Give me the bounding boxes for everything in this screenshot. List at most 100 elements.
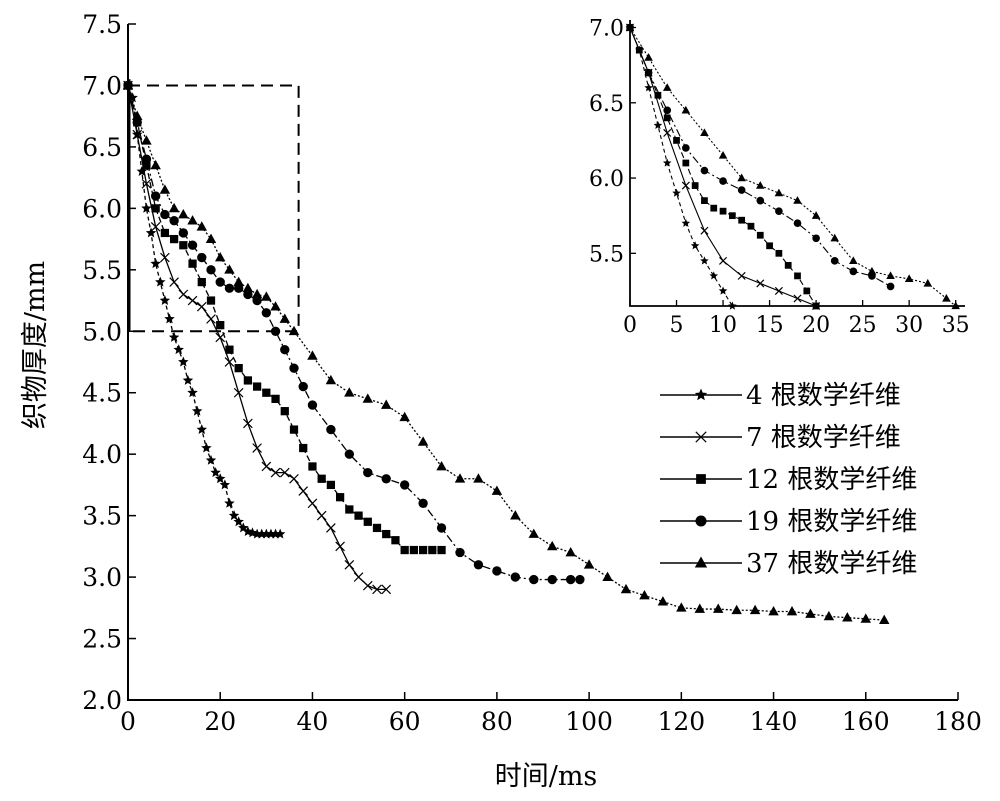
main-x-tick-label: 120 — [657, 707, 705, 736]
main-data-point — [243, 418, 253, 429]
main-data-point — [160, 228, 170, 238]
main-data-point — [280, 345, 290, 355]
legend-entry: 19 根数学纤维 — [660, 507, 917, 537]
inset-axes: 5.5 6.0 6.5 7.0 0 5 10 15 20 25 30 35 — [589, 17, 970, 338]
main-data-point — [168, 202, 180, 213]
main-data-point — [547, 574, 557, 585]
main-data-point — [860, 613, 872, 623]
main-data-point — [326, 424, 336, 435]
inset-data-point — [709, 271, 719, 280]
inset-data-point — [691, 182, 699, 189]
main-data-point — [280, 407, 289, 416]
inset-x-tick-label: 25 — [849, 313, 877, 338]
legend-marker — [695, 515, 707, 527]
inset-data-point — [849, 267, 858, 276]
main-data-point — [224, 357, 235, 367]
legend-marker — [696, 474, 706, 484]
main-data-point — [228, 510, 240, 521]
main-data-point — [173, 344, 184, 355]
main-data-point — [201, 442, 212, 453]
y-axis-title: 织物厚度/mm — [20, 261, 51, 429]
main-data-point — [454, 473, 466, 483]
main-x-tick-label: 160 — [842, 707, 890, 736]
legend-label: 7 根数学纤维 — [746, 423, 901, 453]
main-data-point — [279, 313, 291, 323]
main-series-line — [127, 85, 885, 621]
inset-data-point — [812, 234, 820, 243]
main-data-point — [191, 405, 203, 416]
main-data-point — [219, 479, 231, 490]
inset-series-4 — [625, 23, 960, 310]
main-data-point — [455, 547, 465, 558]
main-x-tick-label: 140 — [750, 707, 798, 736]
main-data-point — [878, 614, 890, 624]
main-data-point — [491, 485, 503, 495]
main-data-point — [510, 572, 521, 582]
main-data-point — [197, 277, 206, 287]
main-data-point — [436, 460, 447, 471]
main-data-point — [473, 473, 484, 483]
inset-data-point — [681, 218, 691, 227]
main-data-point — [196, 424, 208, 435]
inset-data-point — [737, 271, 746, 280]
inset-data-point — [672, 188, 681, 197]
main-data-point — [234, 364, 243, 373]
inset-data-point — [867, 266, 877, 275]
main-axes: 2.0 2.5 3.0 3.5 4.0 4.5 5.0 5.5 6.0 6.5 7.0 7.5 0 20 4… — [82, 10, 982, 736]
main-data-point — [252, 443, 262, 453]
inset-data-point — [719, 177, 727, 185]
main-data-point — [676, 602, 687, 612]
legend-entry: 37 根数学纤维 — [660, 549, 917, 579]
legend-label: 37 根数学纤维 — [746, 549, 917, 579]
inset-data-point — [747, 222, 755, 230]
main-data-point — [575, 574, 585, 585]
main-data-point — [565, 574, 576, 585]
main-data-point — [141, 135, 152, 145]
main-data-point — [372, 584, 382, 595]
main-data-point — [210, 467, 221, 478]
inset-series-2 — [626, 24, 820, 310]
main-data-point — [712, 603, 724, 613]
inset-data-point — [886, 271, 895, 280]
main-data-point — [251, 288, 263, 299]
main-data-point — [436, 523, 447, 533]
inset-x-tick-label: 30 — [895, 313, 923, 338]
inset-data-point — [700, 226, 709, 235]
inset-series-line — [629, 27, 891, 287]
inset-data-point — [775, 249, 783, 257]
inset-data-point — [653, 120, 663, 130]
inset-x-tick-label: 20 — [802, 313, 830, 338]
inset-data-point — [774, 188, 784, 197]
main-y-tick-label: 6.0 — [82, 194, 122, 223]
main-data-point — [307, 400, 318, 410]
main-data-point — [418, 498, 428, 509]
inset-y-tick-label: 5.5 — [589, 242, 624, 267]
inset-data-point — [663, 106, 672, 115]
inset-data-point — [690, 241, 700, 250]
main-data-point — [169, 215, 179, 226]
main-data-point — [316, 510, 327, 521]
inset-data-point — [663, 114, 671, 122]
inset-data-point — [662, 83, 672, 91]
legend-label: 19 根数学纤维 — [746, 507, 917, 537]
main-data-point — [345, 505, 354, 514]
main-data-point — [657, 596, 669, 606]
legend-entry: 4 根数学纤维 — [660, 381, 901, 411]
inset-data-point — [784, 261, 792, 269]
inset-data-point — [662, 158, 672, 167]
main-data-point — [205, 233, 217, 243]
main-data-point — [400, 545, 409, 555]
legend: 4 根数学纤维 7 根数学纤维 12 根数学纤维 19 根数学纤维 37 根数学纤维 — [660, 381, 917, 579]
main-data-point — [141, 178, 152, 189]
main-data-point — [141, 154, 152, 164]
main-data-point — [159, 295, 171, 305]
main-data-point — [178, 356, 189, 367]
main-data-point — [565, 547, 576, 557]
inset-data-point — [719, 256, 728, 265]
legend-marker — [694, 388, 708, 401]
inset-data-point — [830, 257, 839, 265]
main-data-point — [187, 215, 198, 225]
main-series-line — [127, 85, 580, 581]
main-data-point — [510, 510, 521, 520]
inset-data-point — [775, 207, 783, 215]
